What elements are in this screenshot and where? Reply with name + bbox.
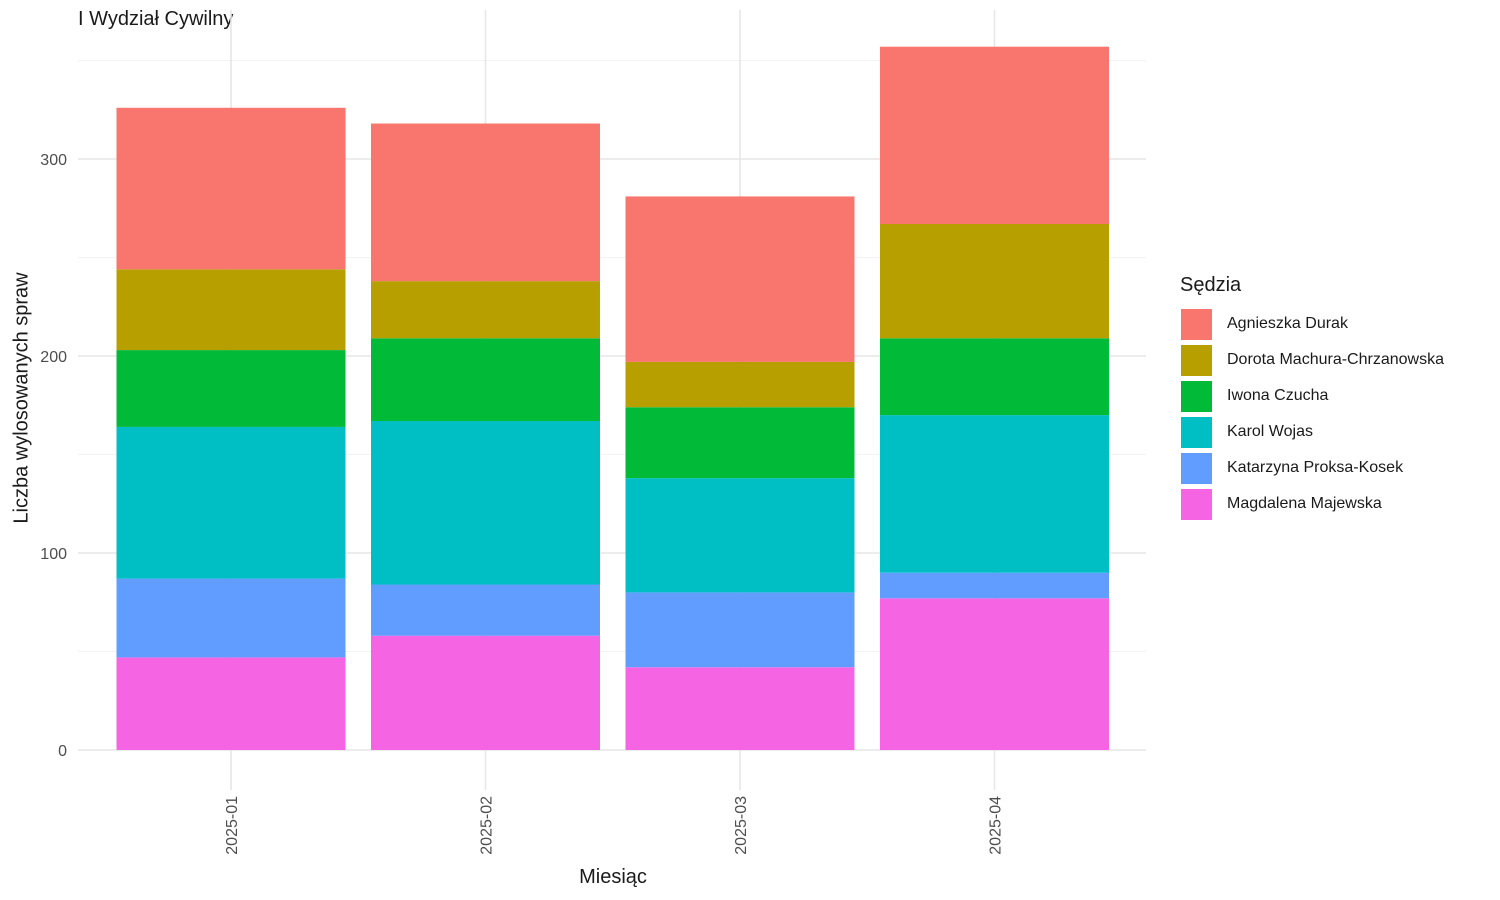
bar-segment: [625, 361, 855, 408]
bar-segment: [116, 269, 346, 351]
legend-label: Katarzyna Proksa-Kosek: [1227, 459, 1404, 476]
y-tick-label: 300: [40, 152, 67, 169]
bar-segment: [116, 350, 346, 427]
legend: Sędzia Agnieszka Durak Dorota Machura-Chr…: [1180, 274, 1444, 522]
bar-segment: [880, 415, 1109, 573]
x-tick-label: 2025-01: [224, 796, 241, 855]
bar-segment: [371, 635, 600, 750]
bar-segment: [625, 667, 855, 750]
legend-item: Karol Wojas: [1180, 414, 1444, 450]
bar-segment: [371, 421, 600, 585]
legend-key: [1180, 451, 1213, 485]
legend-key: [1180, 307, 1213, 341]
y-axis-label: Liczba wylosowanych spraw: [10, 272, 33, 524]
bar-segment: [625, 478, 855, 593]
bar-segment: [880, 598, 1109, 750]
legend-item: Agnieszka Durak: [1180, 306, 1444, 342]
bar-segment: [371, 584, 600, 636]
legend-key: [1180, 415, 1213, 449]
bar-segment: [116, 657, 346, 750]
bar-segment: [625, 592, 855, 668]
legend-item: Iwona Czucha: [1180, 378, 1444, 414]
bar-segment: [880, 338, 1109, 416]
legend-items: Agnieszka Durak Dorota Machura-Chrzanowsk…: [1180, 306, 1444, 522]
legend-label: Karol Wojas: [1227, 423, 1313, 440]
bar-segment: [116, 578, 346, 658]
legend-key: [1180, 379, 1213, 413]
y-tick-label: 200: [40, 349, 67, 366]
bar-segment: [116, 426, 346, 579]
bar-segment: [880, 224, 1109, 339]
legend-label: Dorota Machura-Chrzanowska: [1227, 351, 1444, 368]
bar-segment: [625, 407, 855, 479]
legend-item: Magdalena Majewska: [1180, 486, 1444, 522]
chart-title: I Wydział Cywilny: [78, 8, 234, 30]
legend-item: Dorota Machura-Chrzanowska: [1180, 342, 1444, 378]
legend-key: [1180, 343, 1213, 377]
x-tick-label: 2025-03: [733, 796, 750, 855]
x-tick-label: 2025-02: [479, 796, 496, 855]
legend-label: Agnieszka Durak: [1227, 315, 1348, 332]
y-tick-label: 100: [40, 546, 67, 563]
x-axis-label: Miesiąc: [579, 866, 647, 888]
legend-title: Sędzia: [1180, 274, 1242, 296]
bar-segment: [880, 46, 1109, 225]
bar-segment: [371, 123, 600, 282]
legend-label: Iwona Czucha: [1227, 387, 1329, 404]
bar-segment: [371, 281, 600, 339]
legend-key: [1180, 487, 1213, 521]
bar-segment: [371, 338, 600, 422]
bar-segment: [880, 572, 1109, 599]
legend-item: Katarzyna Proksa-Kosek: [1180, 450, 1444, 486]
y-tick-label: 0: [58, 743, 67, 760]
bar-segment: [116, 107, 346, 270]
legend-label: Magdalena Majewska: [1227, 495, 1382, 512]
bar-segment: [625, 196, 855, 362]
x-tick-label: 2025-04: [988, 796, 1005, 855]
